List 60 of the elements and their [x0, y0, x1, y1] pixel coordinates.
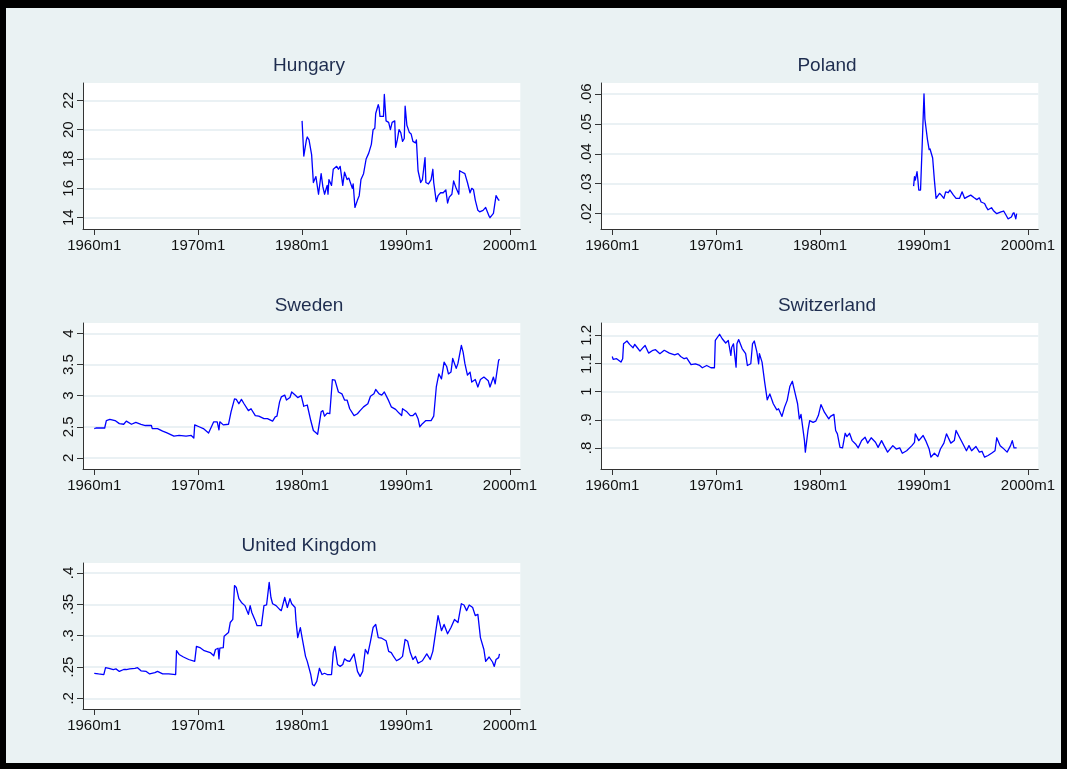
y-tick-label: .35	[59, 593, 76, 615]
x-tick-label: 1990m1	[896, 236, 952, 253]
y-tick-label: .4	[59, 566, 76, 580]
y-tick-label: 20	[59, 121, 76, 139]
x-tick-label: 1990m1	[896, 476, 952, 493]
x-tick-label: 1960m1	[585, 236, 640, 253]
x-tick-label: 1970m1	[171, 716, 226, 733]
x-tick-label: 2000m1	[482, 476, 538, 493]
y-tick-label: .06	[577, 83, 594, 105]
y-tick-label: 16	[59, 180, 76, 197]
x-tick-label: 2000m1	[1000, 476, 1056, 493]
y-tick-label: .03	[577, 173, 594, 195]
y-tick-label: .02	[577, 203, 594, 225]
x-tick-label: 1980m1	[274, 716, 330, 733]
chart-title: Switzerland	[777, 294, 877, 315]
x-tick-label: 2000m1	[1000, 236, 1056, 253]
x-tick-label: 1980m1	[274, 476, 330, 493]
y-tick-label: 3.5	[59, 354, 76, 376]
line-series	[93, 344, 501, 439]
y-tick-label: .8	[577, 441, 594, 455]
y-tick-label: 1.1	[577, 353, 594, 374]
y-tick-label: 18	[59, 150, 76, 168]
line-series	[93, 581, 501, 687]
x-tick-label: 1970m1	[689, 236, 744, 253]
line-series	[611, 333, 1018, 458]
y-tick-label: .3	[59, 629, 76, 642]
x-tick-label: 1960m1	[67, 236, 122, 253]
x-tick-label: 1960m1	[67, 476, 122, 493]
line-series	[912, 93, 1018, 220]
x-tick-label: 1970m1	[689, 476, 744, 493]
y-tick-label: .05	[577, 113, 594, 135]
x-tick-label: 1980m1	[274, 236, 330, 253]
x-tick-label: 2000m1	[482, 716, 538, 733]
y-tick-label: 2.5	[59, 416, 76, 438]
y-tick-label: .9	[577, 413, 594, 427]
y-tick-label: .25	[59, 656, 76, 678]
y-tick-label: 2	[59, 453, 76, 462]
x-tick-label: 1990m1	[378, 476, 434, 493]
x-tick-label: 1990m1	[378, 716, 434, 733]
y-tick-label: 4	[59, 329, 76, 338]
x-tick-label: 1970m1	[171, 236, 226, 253]
chart-title: Poland	[797, 54, 857, 75]
y-tick-label: 1.2	[577, 324, 594, 346]
chart-title: Hungary	[273, 54, 346, 75]
x-tick-label: 1980m1	[792, 476, 848, 493]
x-tick-label: 1960m1	[585, 476, 640, 493]
y-tick-label: .04	[577, 143, 594, 165]
y-tick-label: .2	[59, 692, 76, 705]
line-series	[301, 93, 501, 219]
x-tick-label: 2000m1	[482, 236, 538, 253]
y-tick-label: 14	[59, 209, 76, 227]
x-tick-label: 1970m1	[171, 476, 226, 493]
x-tick-label: 1960m1	[67, 716, 122, 733]
y-tick-label: 1	[577, 387, 594, 396]
chart-title: United Kingdom	[241, 534, 377, 555]
x-tick-label: 1990m1	[378, 236, 434, 253]
y-tick-label: 22	[59, 91, 76, 109]
x-tick-label: 1980m1	[792, 236, 848, 253]
y-tick-label: 3	[59, 391, 76, 400]
chart-title: Sweden	[274, 294, 344, 315]
